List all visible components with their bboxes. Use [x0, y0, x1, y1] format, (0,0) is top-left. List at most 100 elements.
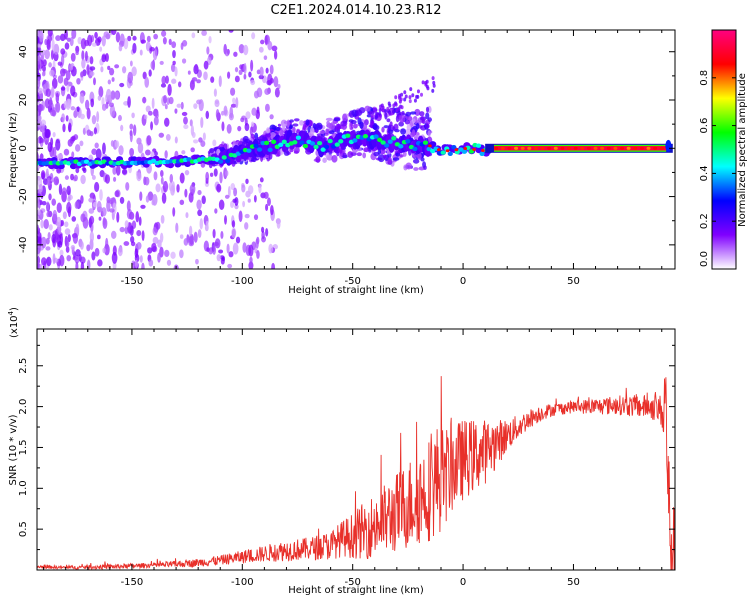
spectrogram-noise-cell	[63, 100, 68, 109]
spectrogram-ridge-cell	[352, 138, 358, 143]
spectrogram-noise-cell	[179, 234, 184, 239]
spectrogram-noise-cell	[119, 33, 125, 46]
spectrogram-noise-cell	[420, 157, 425, 162]
spectrogram-noise-cell	[175, 222, 179, 234]
spectrogram-ridge-cell	[263, 140, 270, 146]
spectrogram-noise-cell	[51, 198, 57, 206]
spectrogram-noise-cell	[160, 214, 165, 224]
spectrogram-noise-cell	[71, 30, 77, 39]
spectrogram-noise-cell	[165, 75, 169, 84]
spectrogram-noise-cell	[63, 148, 70, 156]
spectrogram-noise-cell	[414, 108, 421, 116]
spectrogram-ridge-cell	[225, 158, 231, 164]
spectrogram-noise-cell	[256, 250, 260, 259]
spectrogram-noise-cell	[189, 184, 196, 195]
spectrogram-noise-cell	[75, 45, 80, 54]
spectrogram-noise-cell	[161, 75, 167, 85]
spectrogram-noise-cell	[70, 106, 76, 111]
spectrogram-noise-cell	[350, 120, 357, 125]
spectrogram-noise-cell	[248, 244, 254, 257]
spectrogram-noise-cell	[126, 200, 131, 212]
spectrogram-noise-cell	[292, 123, 299, 127]
spectrogram-noise-cell	[67, 138, 73, 147]
spectrogram-noise-cell	[231, 220, 236, 228]
spectrogram-noise-cell	[261, 226, 265, 233]
spectrogram-noise-cell	[171, 78, 177, 84]
spectrogram-noise-cell	[57, 61, 63, 66]
spectrogram-noise-cell	[325, 117, 333, 122]
spectrogram-noise-cell	[139, 49, 143, 56]
spectrogram-noise-cell	[234, 75, 240, 83]
spectrogram-noise-cell	[347, 151, 354, 158]
spectrogram-noise-cell	[176, 183, 180, 193]
spectrogram-ridge-cell	[377, 137, 383, 143]
spectrogram-noise-cell	[263, 55, 268, 61]
spectrogram-noise-cell	[356, 152, 362, 157]
spectrogram-noise-cell	[141, 97, 147, 104]
spectrogram-noise-cell	[111, 77, 115, 82]
spectrogram-noise-cell	[196, 99, 202, 105]
spectrogram-noise-cell	[153, 33, 159, 40]
spectrogram-noise-cell	[277, 83, 281, 90]
spectrogram-noise-cell	[88, 197, 94, 203]
spectrogram-noise-cell	[244, 122, 250, 132]
spectrogram-noise-cell	[118, 44, 123, 52]
spectrogram-noise-cell	[412, 158, 420, 164]
spectrogram-noise-cell	[55, 35, 61, 41]
spectrogram-noise-cell	[44, 98, 51, 109]
colorbar-label: Normalized spectral amplitude	[737, 73, 748, 227]
spectrogram-noise-cell	[79, 256, 86, 264]
spectrogram-noise-cell	[60, 86, 66, 91]
spectrogram-steady-cell	[507, 146, 512, 150]
spectrogram-noise-cell	[89, 231, 94, 243]
spectrogram-noise-cell	[377, 154, 385, 163]
spectrogram-noise-cell	[151, 200, 155, 206]
spectrogram-noise-cell	[353, 123, 358, 129]
spectrogram-noise-cell	[225, 170, 229, 177]
spectrogram-noise-cell	[399, 97, 403, 102]
spectrogram-ridge-cell	[380, 140, 386, 145]
spectrogram-noise-cell	[153, 116, 159, 126]
spectrogram-ridge-cell	[309, 141, 316, 146]
spectrogram-noise-cell	[52, 131, 56, 138]
spectrogram-noise-cell	[86, 129, 92, 137]
spectrogram-noise-cell	[99, 46, 103, 52]
spectrogram-noise-cell	[90, 71, 95, 77]
spectrogram-noise-cell	[421, 80, 425, 85]
spectrogram-noise-cell	[66, 84, 70, 92]
spectrogram-noise-cell	[81, 50, 85, 61]
spectrogram-noise-cell	[61, 113, 65, 123]
spectrogram-noise-cell	[247, 198, 251, 203]
spectrogram-noise-cell	[245, 178, 249, 185]
spectrogram-noise-cell	[404, 94, 408, 99]
spectrogram-noise-cell	[114, 64, 120, 69]
spectrogram-noise-cell	[132, 42, 137, 54]
spectrogram-ridge-peak	[481, 148, 485, 152]
spectrogram-noise-cell	[136, 229, 142, 237]
spectrogram-noise-cell	[224, 194, 230, 199]
spectrogram-steady-cell	[639, 146, 644, 150]
spectrogram-noise-cell	[221, 121, 225, 132]
colorbar: 0.0 0.2 0.4 0.6 0.8 Normalized spectral ampl…	[699, 29, 748, 270]
spectrogram-noise-cell	[405, 111, 412, 117]
spectrogram-noise-cell	[328, 130, 335, 135]
spectrogram-ridge-cell	[73, 159, 79, 164]
spectrogram-noise-cell	[50, 49, 54, 60]
spectrogram-noise-cell	[248, 261, 254, 269]
spectrogram-noise-cell	[219, 171, 223, 184]
spectrogram-ridge-peak	[445, 149, 450, 153]
spectrogram-noise-cell	[132, 124, 137, 136]
spectrogram-noise-cell	[164, 249, 170, 258]
spectrogram-noise-cell	[152, 48, 158, 61]
spectrogram-noise-cell	[221, 110, 225, 116]
spectrogram-y-tick-label: 0	[18, 145, 29, 151]
spectrogram-noise-cell	[258, 184, 262, 194]
spectrogram-noise-cell	[425, 112, 430, 120]
spectrogram-noise-cell	[398, 121, 404, 127]
spectrogram-noise-cell	[265, 228, 269, 237]
spectrogram-noise-cell	[117, 246, 123, 257]
spectrogram-noise-cell	[199, 218, 204, 230]
spectrogram-noise-cell	[322, 157, 327, 163]
spectrogram-noise-cell	[46, 38, 51, 50]
spectrogram-noise-cell	[127, 35, 132, 42]
